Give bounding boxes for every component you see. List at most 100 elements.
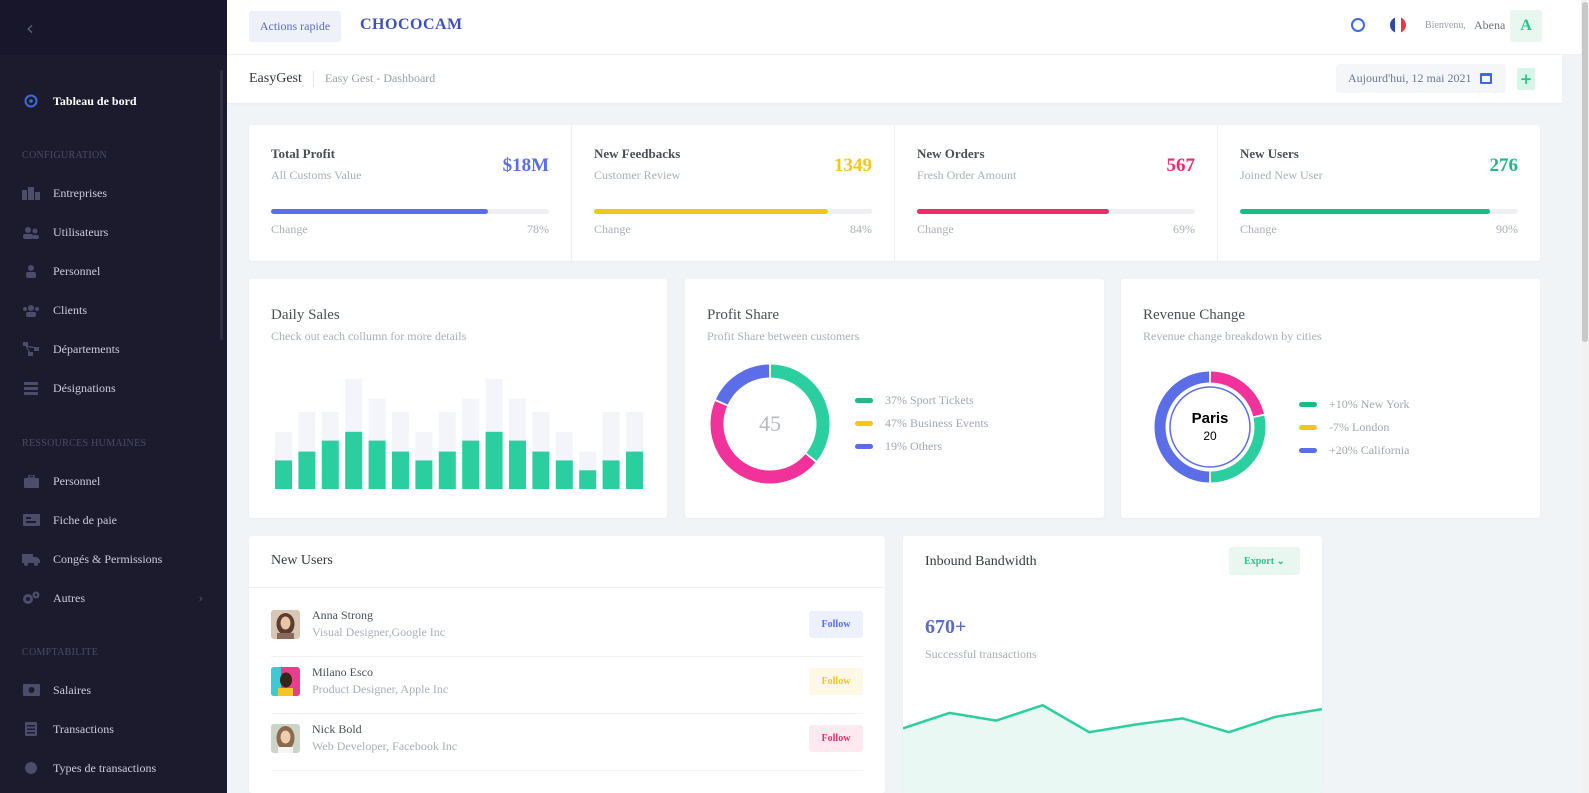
sidebar-item-label: Désignations: [53, 380, 116, 395]
stat-total-profit: Total Profit All Customs Value $18M Chan…: [249, 125, 572, 261]
sidebar-item-designations[interactable]: Désignations: [0, 376, 227, 400]
donut-center-value: 20: [1203, 429, 1217, 443]
bar: [509, 440, 526, 489]
sidebar-header: ‹: [0, 0, 227, 55]
follow-button[interactable]: Follow: [809, 611, 863, 638]
legend-item: 19% Others: [855, 439, 942, 454]
bar: [368, 440, 386, 489]
breadcrumb: Easy Gest - Dashboard: [325, 71, 436, 85]
dashboard-icon: [22, 94, 40, 108]
donut-slice: [715, 364, 770, 405]
sidebar-item-autres[interactable]: Autres ›: [0, 586, 227, 610]
donut-center-city: Paris: [1191, 410, 1229, 427]
profit-share-card: Profit Share Profit Share between custom…: [685, 279, 1104, 518]
sidebar-item-transactions[interactable]: Transactions: [0, 717, 227, 741]
bar: [485, 431, 503, 489]
sidebar-item-clients[interactable]: Clients: [0, 298, 227, 322]
avatar[interactable]: A: [1510, 10, 1542, 42]
bar: [438, 451, 456, 489]
sidebar-item-fiche-de-paie[interactable]: Fiche de paie: [0, 508, 227, 532]
user-name: Anna Strong: [312, 608, 373, 622]
bar: [555, 460, 573, 489]
user-name[interactable]: Abena: [1474, 18, 1506, 32]
stat-value: 276: [1489, 155, 1519, 176]
page-scrollbar[interactable]: [1581, 0, 1589, 793]
sidebar-item-label: Personnel: [53, 263, 101, 278]
change-percent: 84%: [850, 222, 872, 236]
sidebar-item-label: Tableau de bord: [53, 93, 137, 108]
page-title: EasyGest: [249, 71, 302, 86]
legend-label: 37% Sport Tickets: [885, 393, 974, 407]
quick-actions-button[interactable]: Actions rapide: [249, 11, 341, 42]
building-icon: [22, 186, 40, 200]
stat-new-feedbacks: New Feedbacks Customer Review 1349 Chang…: [572, 125, 895, 261]
legend-item: 37% Sport Tickets: [855, 393, 974, 408]
sidebar-item-tableau-de-bord[interactable]: Tableau de bord: [0, 89, 227, 113]
sidebar-item-personnel[interactable]: Personnel: [0, 259, 227, 283]
sidebar-scrollbar[interactable]: [220, 70, 223, 340]
avatar: [271, 610, 300, 639]
inbound-bandwidth-card: Inbound Bandwidth Export ⌄ 670+ Successf…: [903, 536, 1322, 793]
follow-button[interactable]: Follow: [809, 725, 863, 752]
legend-swatch: [1299, 425, 1317, 430]
sidebar-item-label: Types de transactions: [53, 760, 157, 775]
revenue-change-donut: [1154, 371, 1266, 483]
follow-button[interactable]: Follow: [809, 668, 863, 695]
bar: [345, 431, 363, 489]
avatar: [271, 724, 300, 753]
legend-label: +20% California: [1329, 443, 1410, 457]
legend-swatch: [855, 421, 873, 426]
stat-subtitle: Joined New User: [1240, 168, 1323, 182]
bar: [298, 451, 316, 489]
sidebar-item-entreprises[interactable]: Entreprises: [0, 181, 227, 205]
donut-slice: [1210, 371, 1264, 417]
daily-sales-chart: [275, 379, 643, 489]
user-role: Product Designer, Apple Inc: [312, 682, 449, 696]
chevron-left-icon[interactable]: ‹: [26, 16, 34, 40]
sidebar-item-label: Autres: [53, 590, 85, 605]
sidebar-item-label: Salaires: [53, 682, 91, 697]
card-subtitle: Profit Share between customers: [707, 329, 860, 343]
flag-fr-icon[interactable]: [1390, 17, 1406, 33]
date-picker-button[interactable]: Aujourd'hui, 12 mai 2021: [1336, 64, 1506, 93]
bandwidth-value: 670+: [925, 616, 967, 638]
sidebar-item-utilisateurs[interactable]: Utilisateurs: [0, 220, 227, 244]
sidebar-item-departements[interactable]: Départements: [0, 337, 227, 361]
stat-subtitle: Fresh Order Amount: [917, 168, 1017, 182]
stats-card: Total Profit All Customs Value $18M Chan…: [249, 125, 1540, 261]
sidebar-item-label: Transactions: [53, 721, 114, 736]
card-title: Daily Sales: [271, 307, 340, 323]
user-name: Milano Esco: [312, 665, 373, 679]
progress-bar: [594, 209, 872, 214]
sidebar-item-types-transactions[interactable]: Types de transactions: [0, 756, 227, 780]
search-icon[interactable]: [1351, 18, 1365, 32]
legend-item: -7% London: [1299, 420, 1389, 435]
bandwidth-area-chart: [903, 703, 1322, 793]
sidebar-item-conges[interactable]: Congés & Permissions: [0, 547, 227, 571]
legend-item: 47% Business Events: [855, 416, 988, 431]
avatar: [271, 667, 300, 696]
bar: [321, 440, 339, 489]
donut-slice: [710, 401, 816, 484]
sidebar-item-label: Fiche de paie: [53, 512, 117, 527]
chevron-right-icon: ›: [198, 591, 203, 605]
sidebar-item-salaires[interactable]: Salaires: [0, 678, 227, 702]
sidebar-item-personnel-rh[interactable]: Personnel: [0, 469, 227, 493]
stat-title: New Feedbacks: [594, 146, 681, 161]
welcome-text: Bienvenu,: [1425, 20, 1466, 31]
top-header: Actions rapide CHOCOCAM Bienvenu, Abena …: [227, 0, 1589, 55]
stat-subtitle: Customer Review: [594, 168, 681, 182]
legend-swatch: [1299, 448, 1317, 453]
export-button[interactable]: Export ⌄: [1229, 547, 1300, 575]
series-line: [903, 703, 1322, 734]
change-label: Change: [594, 222, 631, 236]
stat-new-orders: New Orders Fresh Order Amount 567 Change…: [895, 125, 1218, 261]
legend-item: +10% New York: [1299, 397, 1409, 412]
progress-fill: [1240, 209, 1491, 214]
legend-label: 19% Others: [885, 439, 942, 453]
add-button[interactable]: +: [1517, 68, 1535, 90]
calendar-icon: [1480, 73, 1492, 84]
bar: [462, 440, 480, 489]
legend-label: 47% Business Events: [885, 416, 989, 430]
divider: [249, 587, 885, 588]
